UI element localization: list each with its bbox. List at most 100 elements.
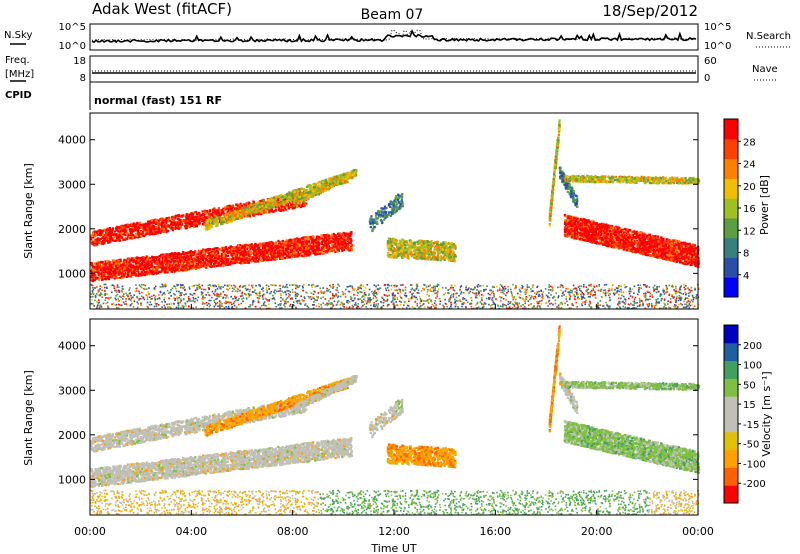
power-cell: [300, 237, 304, 240]
power-cell: [202, 248, 205, 251]
power-cell: [255, 210, 258, 213]
power-cell: [275, 200, 278, 204]
power-cell: [288, 244, 292, 247]
power-cell: [292, 204, 295, 207]
power-cell: [273, 254, 276, 257]
power-cell: [200, 265, 203, 269]
power-cell: [134, 260, 137, 263]
power-cell: [283, 257, 286, 260]
power-cell: [91, 268, 95, 271]
power-cell: [307, 240, 310, 243]
power-cell: [91, 232, 94, 235]
power-cell: [323, 246, 327, 249]
power-cell: [258, 249, 262, 252]
power-cell: [240, 255, 243, 259]
noise-search-line: [91, 29, 697, 42]
power-cell: [136, 261, 139, 264]
power-cell: [321, 236, 324, 240]
power-cell: [162, 268, 165, 271]
power-cell: [296, 255, 299, 258]
power-cell: [137, 225, 140, 228]
power-cell: [269, 257, 272, 260]
power-cell: [224, 251, 227, 255]
power-cell: [320, 234, 323, 237]
power-cell: [120, 266, 124, 269]
power-cell: [331, 242, 334, 245]
power-cell: [151, 267, 154, 270]
power-cell: [217, 257, 220, 261]
power-cell: [328, 234, 331, 237]
power-cell: [186, 253, 189, 256]
power-cell: [114, 269, 117, 272]
power-cell: [136, 256, 139, 259]
power-cell: [90, 261, 93, 265]
power-cell: [320, 242, 323, 246]
power-cell: [142, 256, 145, 259]
power-cell: [122, 233, 126, 236]
power-cell: [268, 205, 271, 208]
power-cell: [116, 234, 119, 237]
power-cell: [98, 241, 101, 244]
power-cell: [257, 252, 260, 255]
power-cell: [190, 258, 193, 261]
power-cell: [165, 219, 168, 222]
power-cell: [154, 267, 157, 271]
power-cell: [112, 239, 115, 242]
power-cell: [93, 266, 96, 269]
power-cell: [324, 234, 328, 237]
power-cell: [297, 240, 300, 243]
power-cell: [289, 245, 292, 249]
power-cell: [211, 252, 215, 255]
power-cell: [148, 263, 151, 267]
power-cell: [243, 261, 246, 264]
power-cell: [180, 214, 184, 218]
power-cell: [300, 251, 303, 254]
power-cell: [160, 256, 163, 259]
power-cell: [334, 250, 337, 254]
power-cell: [128, 275, 131, 278]
power-cell: [323, 250, 326, 253]
power-cell: [90, 279, 93, 282]
power-cell: [173, 257, 176, 260]
power-cell: [152, 259, 155, 262]
power-cell: [140, 264, 144, 267]
power-cell: [315, 246, 318, 250]
power-cell: [321, 240, 325, 243]
power-cell: [206, 261, 209, 264]
power-cell: [152, 221, 156, 225]
power-cell: [308, 238, 311, 241]
power-cell: [136, 268, 139, 271]
power-cell: [97, 277, 100, 280]
power-cell: [113, 270, 116, 273]
power-cell: [350, 231, 353, 234]
power-cell: [170, 264, 173, 268]
power-cell: [101, 278, 104, 282]
power-cell: [276, 247, 279, 250]
power-cell: [122, 263, 125, 266]
power-cell: [228, 215, 232, 219]
power-cell: [199, 261, 202, 264]
power-cell: [93, 269, 96, 272]
power-cell: [190, 255, 193, 259]
power-cell: [277, 203, 280, 206]
power-cell: [115, 267, 118, 270]
power-cell: [280, 198, 283, 201]
power-cell: [272, 252, 275, 255]
power-cell: [105, 260, 109, 263]
power-cell: [233, 209, 236, 213]
power-cell: [272, 196, 276, 199]
power-cell: [106, 239, 110, 243]
power-cell: [192, 267, 195, 270]
power-cell: [139, 230, 143, 234]
power-cell: [327, 237, 330, 241]
power-cell: [189, 254, 193, 257]
power-cell: [232, 262, 235, 265]
power-cell: [137, 274, 140, 277]
power-cell: [349, 232, 352, 235]
power-cell: [247, 261, 250, 264]
power-cell: [202, 256, 205, 259]
power-cell: [255, 252, 258, 255]
power-cell: [231, 256, 234, 260]
power-cell: [230, 207, 233, 211]
power-cell: [197, 265, 200, 268]
